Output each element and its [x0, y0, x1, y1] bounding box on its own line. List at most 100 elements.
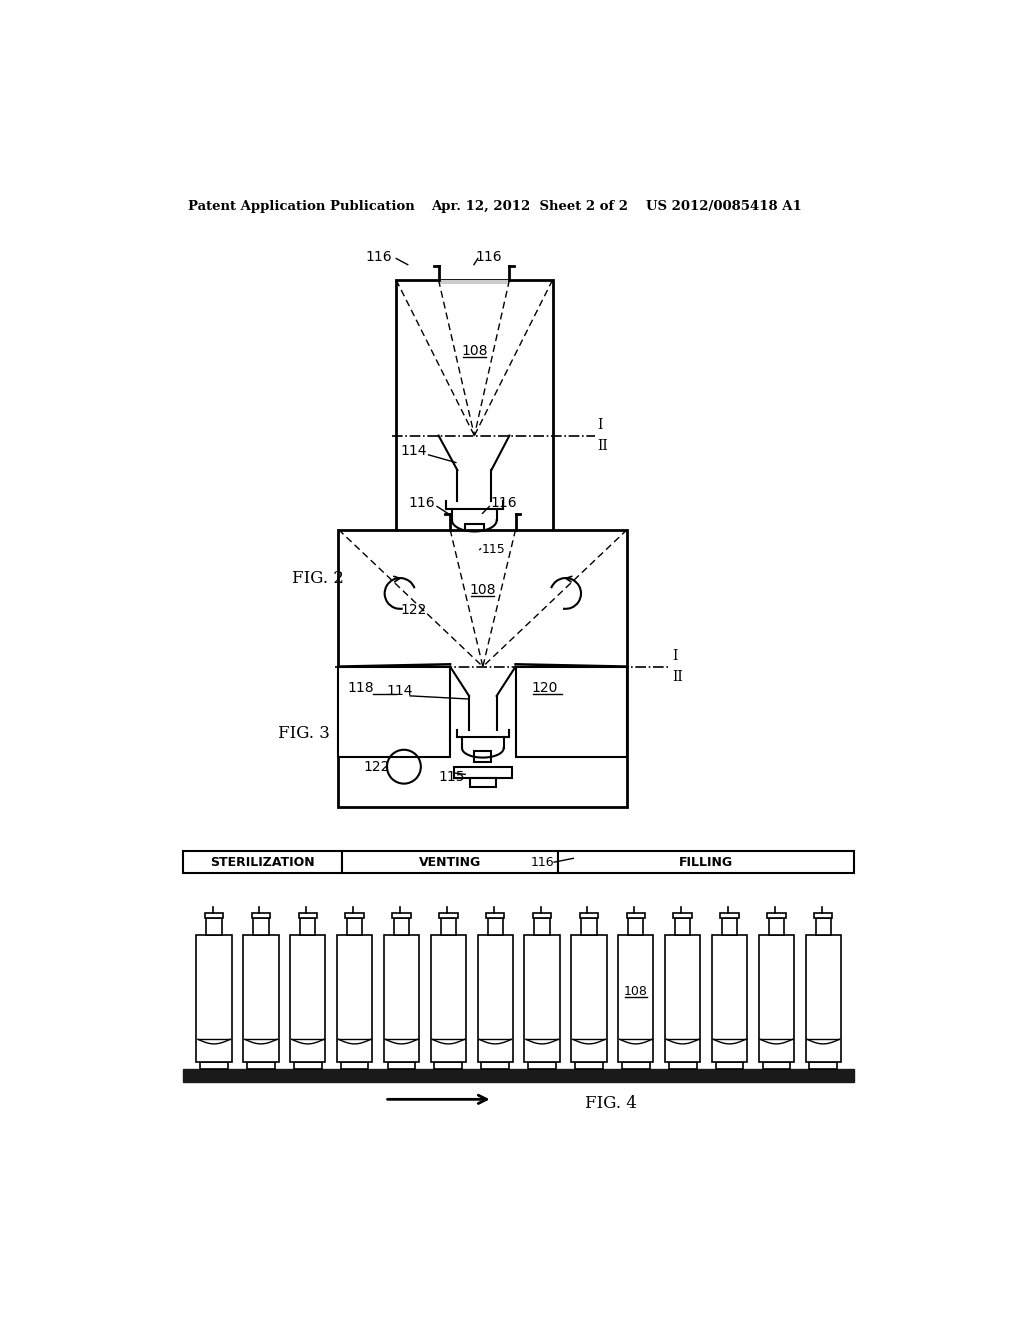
Text: 116: 116: [366, 249, 392, 264]
Bar: [515, 667, 628, 756]
Bar: [205, 913, 223, 919]
Bar: [524, 936, 560, 1063]
Bar: [769, 919, 784, 936]
Text: I: I: [672, 649, 677, 663]
Bar: [439, 913, 458, 919]
Bar: [477, 936, 513, 1063]
Bar: [294, 1063, 322, 1069]
Text: Patent Application Publication: Patent Application Publication: [188, 199, 415, 213]
Bar: [443, 540, 505, 552]
Bar: [618, 936, 653, 1063]
Bar: [197, 936, 231, 1063]
Bar: [486, 913, 505, 919]
Bar: [763, 1063, 791, 1069]
Bar: [474, 751, 492, 762]
Bar: [394, 919, 410, 936]
Bar: [392, 913, 411, 919]
Bar: [665, 936, 700, 1063]
Text: STERILIZATION: STERILIZATION: [210, 855, 315, 869]
Bar: [622, 1063, 649, 1069]
Bar: [434, 1063, 462, 1069]
Text: 108: 108: [470, 582, 496, 597]
Bar: [384, 936, 419, 1063]
Bar: [558, 851, 854, 873]
Bar: [300, 919, 315, 936]
Bar: [253, 919, 268, 936]
Bar: [342, 851, 558, 873]
Bar: [183, 851, 342, 873]
Bar: [183, 1069, 854, 1082]
Bar: [759, 936, 794, 1063]
Text: 116: 116: [409, 496, 435, 511]
Bar: [440, 919, 456, 936]
Bar: [571, 936, 606, 1063]
Text: I: I: [597, 418, 602, 432]
Bar: [722, 919, 737, 936]
Text: 108: 108: [461, 345, 487, 358]
Text: 115: 115: [438, 770, 465, 784]
Bar: [247, 1063, 274, 1069]
Bar: [481, 1063, 509, 1069]
Bar: [628, 919, 643, 936]
Bar: [290, 936, 326, 1063]
Bar: [674, 913, 692, 919]
Text: 122: 122: [400, 603, 426, 618]
Bar: [431, 936, 466, 1063]
Bar: [438, 280, 509, 284]
Bar: [669, 1063, 696, 1069]
Bar: [207, 919, 222, 936]
Bar: [470, 779, 496, 788]
Bar: [465, 524, 483, 536]
Bar: [339, 667, 451, 756]
Text: II: II: [597, 440, 608, 453]
Text: 116: 116: [490, 496, 517, 511]
Bar: [575, 1063, 603, 1069]
Bar: [582, 919, 597, 936]
Bar: [299, 913, 317, 919]
Text: 108: 108: [624, 985, 648, 998]
Text: 115: 115: [482, 543, 506, 556]
Text: 114: 114: [400, 444, 427, 458]
Bar: [347, 919, 362, 936]
Bar: [806, 936, 841, 1063]
Text: FIG. 4: FIG. 4: [585, 1094, 637, 1111]
Bar: [712, 936, 748, 1063]
Text: 116: 116: [530, 855, 554, 869]
Text: 114: 114: [386, 684, 413, 698]
Text: 118: 118: [348, 681, 375, 696]
Text: FIG. 2: FIG. 2: [292, 569, 344, 586]
Bar: [815, 919, 830, 936]
Bar: [200, 1063, 228, 1069]
Text: FIG. 3: FIG. 3: [279, 725, 331, 742]
Bar: [809, 1063, 837, 1069]
Text: 122: 122: [364, 760, 389, 774]
Bar: [767, 913, 785, 919]
Text: 120: 120: [531, 681, 557, 696]
Bar: [345, 913, 364, 919]
Text: VENTING: VENTING: [419, 855, 481, 869]
Bar: [461, 552, 488, 561]
Bar: [337, 936, 373, 1063]
Bar: [252, 913, 270, 919]
Bar: [580, 913, 598, 919]
Bar: [675, 919, 690, 936]
Text: II: II: [672, 671, 683, 684]
Bar: [720, 913, 738, 919]
Text: FILLING: FILLING: [679, 855, 733, 869]
Bar: [396, 280, 553, 647]
Bar: [244, 936, 279, 1063]
Bar: [388, 1063, 416, 1069]
Bar: [528, 1063, 556, 1069]
Bar: [454, 767, 512, 779]
Text: 116: 116: [475, 249, 502, 264]
Bar: [532, 913, 551, 919]
Bar: [627, 913, 645, 919]
Bar: [339, 529, 628, 807]
Bar: [535, 919, 550, 936]
Text: US 2012/0085418 A1: US 2012/0085418 A1: [646, 199, 802, 213]
Bar: [341, 1063, 369, 1069]
Bar: [814, 913, 833, 919]
Bar: [716, 1063, 743, 1069]
Text: Apr. 12, 2012  Sheet 2 of 2: Apr. 12, 2012 Sheet 2 of 2: [431, 199, 628, 213]
Bar: [487, 919, 503, 936]
